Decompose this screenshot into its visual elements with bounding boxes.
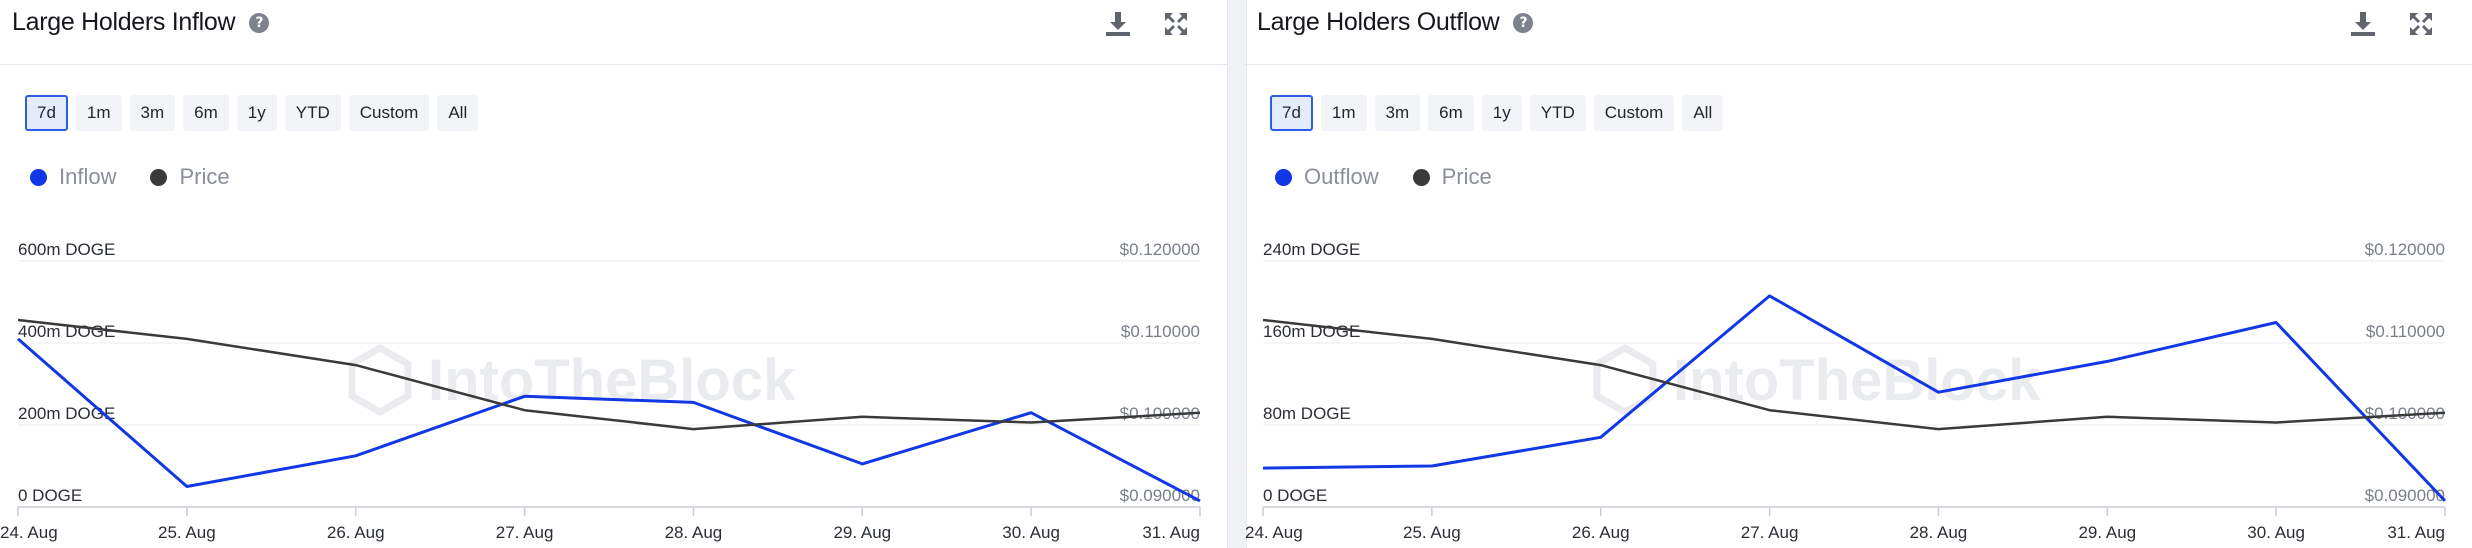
x-axis-tick: 26. Aug [327,523,385,542]
range-button-3m[interactable]: 3m [1374,95,1421,131]
range-button-all[interactable]: All [1682,95,1724,131]
y-axis-right-tick: $0.110000 [2366,322,2445,341]
x-axis-tick: 25. Aug [1403,523,1461,542]
legend-dot [30,168,47,186]
x-axis-tick: 24. Aug [0,523,58,542]
range-button-ytd[interactable]: YTD [284,95,341,131]
download-icon[interactable] [1103,10,1133,38]
range-button-all[interactable]: All [437,95,479,131]
time-range-selector: 7d 1m 3m 6m 1y YTD Custom All [1270,95,1724,131]
range-button-7d[interactable]: 7d [25,95,68,131]
series-line-price [17,318,1201,431]
y-axis-right-tick: $0.100000 [1120,404,1200,423]
question-circle-icon[interactable]: ? [1513,13,1534,33]
expand-icon[interactable] [2406,10,2436,38]
y-axis-left-tick: 160m DOGE [1263,322,1360,341]
range-button-1m[interactable]: 1m [1320,95,1367,131]
panel-title: Large Holders Outflow? [1257,8,1534,37]
y-axis-left-tick: 80m DOGE [1263,404,1351,423]
panel-title: Large Holders Inflow? [12,8,270,37]
y-axis-left-tick: 240m DOGE [1263,240,1360,259]
x-axis-tick: 29. Aug [2078,523,2136,542]
x-axis-tick: 31. Aug [2387,523,2445,542]
series-line-price [1262,318,2446,431]
download-icon[interactable] [2348,10,2378,38]
range-button-1m[interactable]: 1m [75,95,122,131]
range-button-1y[interactable]: 1y [236,95,277,131]
legend-item-price[interactable]: Price [1412,164,1492,190]
chart-legend: Outflow Price [1275,164,1492,190]
panel-header: Large Holders Outflow? [1245,0,2472,65]
y-axis-left-tick: 200m DOGE [18,404,115,423]
legend-item-inflow[interactable]: Inflow [30,164,116,190]
x-axis-tick: 26. Aug [1572,523,1630,542]
legend-item-outflow[interactable]: Outflow [1275,164,1379,190]
watermark-text: IntoTheBlock [1673,348,2041,413]
legend-label: Inflow [59,164,117,189]
x-axis-tick: 27. Aug [1741,523,1799,542]
y-axis-left-tick: 0 DOGE [1263,486,1327,505]
outflow-panel: Large Holders Outflow? 7d 1m 3m 6m 1y YTD Custo… [1245,0,2472,548]
legend-dot [150,168,168,186]
inflow-chart: IntoTheBlock 0 DOGE 200m DOGE 400m DOGE 600m… [0,240,1201,542]
x-axis-tick: 30. Aug [1002,523,1060,542]
range-button-ytd[interactable]: YTD [1529,95,1586,131]
y-axis-right-tick: $0.120000 [1120,240,1200,259]
time-range-selector: 7d 1m 3m 6m 1y YTD Custom All [25,95,479,131]
x-axis-tick: 25. Aug [158,523,216,542]
y-axis-right-tick: $0.120000 [2365,240,2445,259]
watermark: IntoTheBlock [1593,343,2041,417]
legend-item-price[interactable]: Price [150,164,230,190]
series-line-outflow [1262,294,2447,502]
x-axis-tick: 24. Aug [1245,523,1303,542]
y-axis-left-tick: 0 DOGE [18,486,82,505]
y-axis-right-tick: $0.100000 [2365,404,2445,423]
panel-divider [1227,0,1247,548]
question-circle-icon[interactable]: ? [249,13,270,33]
panel-title-text: Large Holders Inflow [12,8,236,36]
legend-dot [1412,168,1430,186]
y-axis-right-tick: $0.090000 [2365,486,2445,505]
x-axis-tick: 30. Aug [2247,523,2305,542]
watermark: IntoTheBlock [348,343,796,417]
x-axis-tick: 29. Aug [833,523,891,542]
range-button-custom[interactable]: Custom [348,95,430,131]
panel-title-text: Large Holders Outflow [1257,8,1500,36]
range-button-1y[interactable]: 1y [1481,95,1522,131]
range-button-7d[interactable]: 7d [1270,95,1313,131]
x-axis-tick: 28. Aug [1910,523,1968,542]
y-axis-left-tick: 400m DOGE [18,322,115,341]
x-axis-tick: 31. Aug [1142,523,1200,542]
legend-dot [1275,168,1292,186]
x-axis-tick: 27. Aug [496,523,554,542]
panel-header: Large Holders Inflow? [0,0,1227,65]
range-button-6m[interactable]: 6m [183,95,229,131]
range-button-custom[interactable]: Custom [1593,95,1675,131]
legend-label: Price [179,164,230,189]
chart-legend: Inflow Price [30,164,230,190]
range-button-6m[interactable]: 6m [1428,95,1474,131]
outflow-chart: IntoTheBlock 0 DOGE 80m DOGE 160m DOGE 240m … [1245,240,2447,542]
y-axis-left-tick: 600m DOGE [18,240,115,259]
y-axis-right-tick: $0.110000 [1121,322,1200,341]
legend-label: Outflow [1304,164,1379,189]
watermark-text: IntoTheBlock [428,348,796,413]
inflow-panel: Large Holders Inflow? 7d 1m 3m 6m 1y YTD Custom… [0,0,1227,548]
legend-label: Price [1441,164,1492,189]
x-axis-tick: 28. Aug [665,523,723,542]
expand-icon[interactable] [1161,10,1191,38]
range-button-3m[interactable]: 3m [129,95,176,131]
